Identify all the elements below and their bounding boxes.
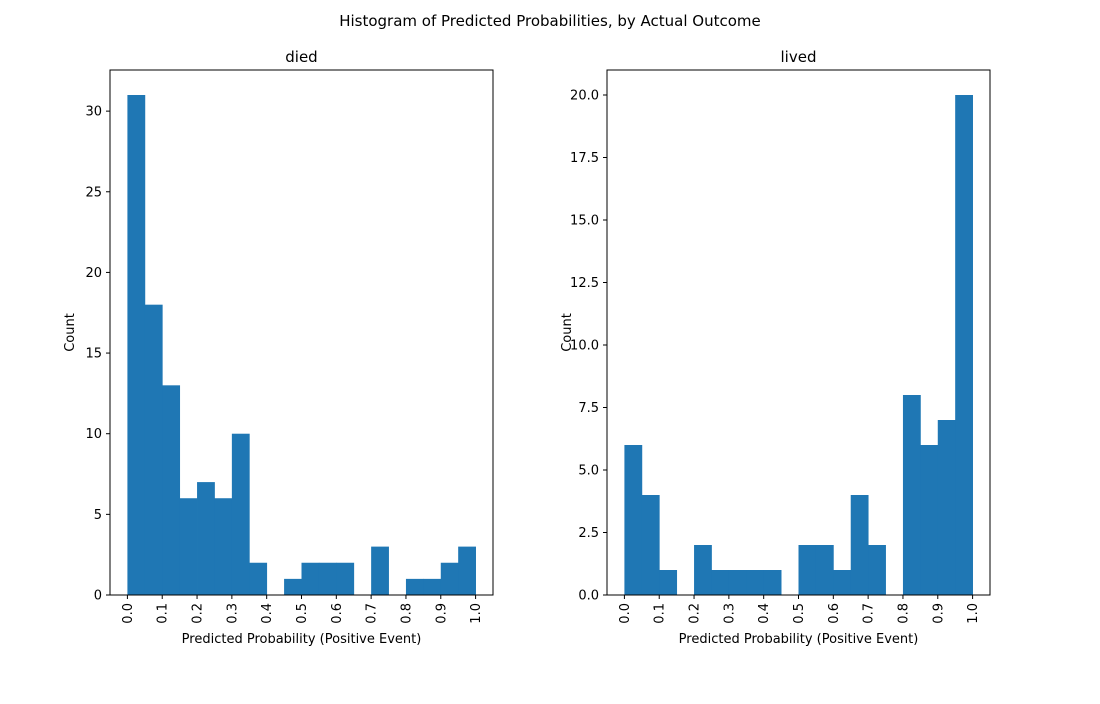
x-tick-label: 0.5 — [792, 603, 807, 624]
histogram-bar — [179, 498, 198, 595]
histogram-bar — [197, 482, 215, 595]
x-tick-label: 0.9 — [931, 603, 946, 624]
histogram-bar — [301, 562, 320, 595]
y-tick-label: 30 — [85, 105, 102, 120]
x-tick-label: 1.0 — [966, 603, 981, 624]
y-tick-label: 5.0 — [578, 464, 599, 479]
histogram-bar — [798, 545, 817, 595]
y-tick-label: 0.0 — [578, 589, 599, 604]
histogram-bar — [728, 570, 747, 595]
histogram-bar — [231, 433, 250, 595]
x-tick-label: 0.1 — [653, 603, 668, 624]
x-tick-label: 0.0 — [121, 603, 136, 624]
histogram-bar — [659, 570, 678, 595]
y-tick-label: 10.0 — [570, 339, 599, 354]
y-axis-label: Count — [63, 313, 78, 352]
x-tick-label: 0.6 — [827, 603, 842, 624]
x-axis-label: Predicted Probability (Positive Event) — [182, 632, 422, 647]
subplot-title: died — [285, 48, 317, 66]
x-tick-label: 0.4 — [260, 603, 275, 624]
x-tick-label: 0.4 — [757, 603, 772, 624]
histogram-bar — [746, 570, 765, 595]
x-tick-label: 0.3 — [225, 603, 240, 624]
x-tick-label: 0.1 — [156, 603, 171, 624]
histogram-bar — [902, 395, 921, 595]
x-tick-label: 0.7 — [862, 603, 877, 624]
x-tick-label: 0.3 — [722, 603, 737, 624]
y-tick-label: 5 — [94, 508, 102, 523]
histogram-bar — [763, 570, 782, 595]
x-axis-label: Predicted Probability (Positive Event) — [679, 632, 919, 647]
x-tick-label: 0.8 — [896, 603, 911, 624]
x-tick-label: 0.9 — [434, 603, 449, 624]
figure-suptitle: Histogram of Predicted Probabilities, by… — [339, 12, 761, 30]
histogram-bar — [815, 545, 834, 595]
x-tick-label: 0.0 — [618, 603, 633, 624]
y-tick-label: 20.0 — [570, 89, 599, 104]
histogram-bar — [694, 545, 712, 595]
histogram-bar — [144, 304, 163, 595]
histogram-bar — [937, 420, 956, 595]
histogram-bar — [162, 385, 181, 595]
y-tick-label: 15 — [85, 347, 102, 362]
y-tick-label: 7.5 — [578, 401, 599, 416]
histogram-bar — [868, 545, 886, 595]
x-tick-label: 0.5 — [295, 603, 310, 624]
y-axis-label: Count — [560, 313, 575, 352]
subplot-died: 0.0 0.1 0.2 0.3 0.4 0.5 0.6 0.7 0.8 0.9 1.0 0 5 10 15 2… — [63, 48, 494, 647]
y-tick-label: 25 — [85, 185, 102, 200]
histogram-bar — [833, 570, 852, 595]
x-tick-label: 0.2 — [191, 603, 206, 624]
histogram-bar — [955, 95, 973, 595]
histogram-bar — [336, 562, 355, 595]
y-tick-label: 2.5 — [578, 526, 599, 541]
y-tick-label: 20 — [85, 266, 102, 281]
histogram-bar — [284, 578, 302, 595]
histogram-bar — [458, 546, 476, 595]
x-tick-label: 0.7 — [365, 603, 380, 624]
histogram-bar — [711, 570, 730, 595]
histogram-bar — [624, 445, 643, 595]
y-tick-label: 17.5 — [570, 151, 599, 166]
histogram-bar — [641, 495, 660, 595]
histogram-bar — [371, 546, 389, 595]
x-tick-label: 0.2 — [688, 603, 703, 624]
y-tick-label: 10 — [85, 427, 102, 442]
histogram-bar — [318, 562, 337, 595]
subplot-title: lived — [781, 48, 817, 66]
histogram-bar — [850, 495, 869, 595]
histogram-bar — [440, 562, 459, 595]
y-tick-label: 0 — [94, 589, 102, 604]
histogram-bar — [127, 95, 146, 595]
histogram-bar — [249, 562, 268, 595]
x-tick-label: 0.8 — [399, 603, 414, 624]
histogram-bar — [405, 578, 424, 595]
x-tick-label: 1.0 — [469, 603, 484, 624]
subplot-lived: 0.0 0.1 0.2 0.3 0.4 0.5 0.6 0.7 0.8 0.9 1.0 0.0 2.5 5… — [560, 48, 991, 647]
x-tick-label: 0.6 — [330, 603, 345, 624]
histogram-bar — [423, 578, 442, 595]
y-tick-label: 12.5 — [570, 276, 599, 291]
histogram-bar — [214, 498, 233, 595]
y-tick-label: 15.0 — [570, 214, 599, 229]
histogram-bar — [920, 445, 939, 595]
